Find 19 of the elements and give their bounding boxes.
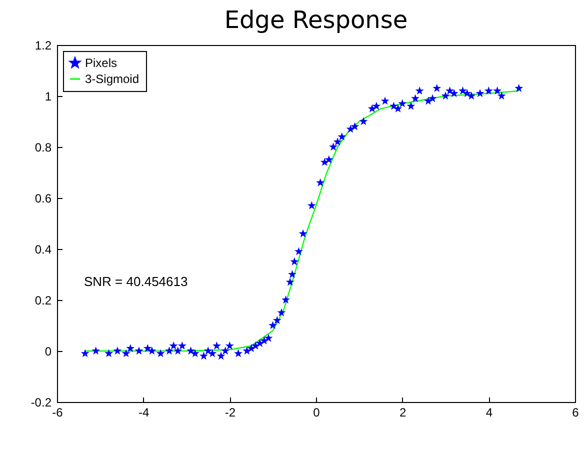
x-tick-label: -4 bbox=[138, 406, 150, 420]
y-tick-label: 0.4 bbox=[34, 242, 52, 256]
y-tick-label: 0.6 bbox=[34, 192, 52, 206]
y-tick-label: 1.2 bbox=[34, 38, 52, 52]
x-tick-label: 4 bbox=[486, 406, 493, 420]
x-tick-label: 6 bbox=[572, 406, 580, 420]
annotation: SNR = 40.454613 bbox=[84, 274, 188, 289]
y-tick-label: 0 bbox=[44, 344, 52, 358]
y-tick-label: -0.2 bbox=[30, 396, 52, 410]
x-tick-label: -2 bbox=[224, 406, 236, 420]
legend-label: 3-Sigmoid bbox=[85, 72, 140, 86]
x-tick-label: 2 bbox=[399, 406, 406, 420]
y-tick-label: 0.8 bbox=[34, 140, 52, 154]
y-tick-label: 1 bbox=[44, 90, 52, 104]
y-tick-label: 0.2 bbox=[34, 294, 52, 308]
chart-title: Edge Response bbox=[224, 6, 408, 34]
legend-label: Pixels bbox=[85, 56, 118, 70]
x-tick-label: 0 bbox=[313, 406, 320, 420]
x-tick-label: -6 bbox=[52, 406, 64, 420]
